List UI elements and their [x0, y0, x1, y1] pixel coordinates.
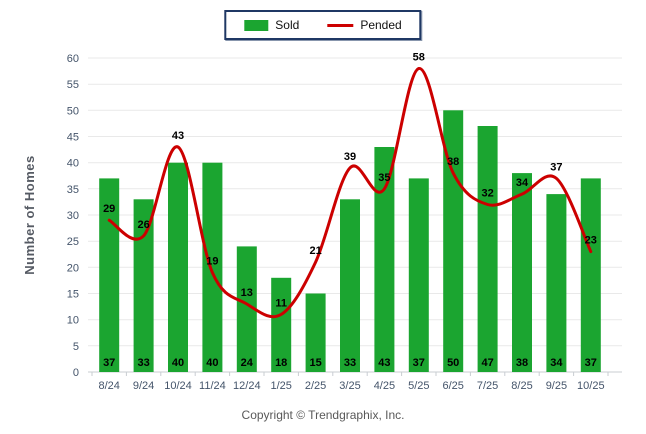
x-category-label: 1/25 [270, 380, 291, 392]
x-category-label: 10/24 [164, 380, 192, 392]
x-category-label: 3/25 [339, 380, 360, 392]
line-value-label: 43 [172, 130, 184, 142]
bar-value-label: 24 [241, 357, 254, 369]
y-tick-label: 10 [67, 315, 79, 327]
line-value-label: 38 [447, 156, 459, 168]
y-tick-label: 20 [67, 262, 79, 274]
y-tick-label: 60 [67, 53, 79, 65]
bar-11/24 [202, 162, 223, 372]
legend-label-pended: Pended [360, 18, 402, 32]
legend-item-sold: Sold [244, 18, 299, 32]
bar-value-label: 43 [378, 357, 390, 369]
y-tick-label: 40 [67, 158, 79, 170]
x-category-label: 11/24 [199, 380, 226, 392]
line-value-label: 39 [344, 151, 356, 163]
bar-value-label: 37 [103, 357, 115, 369]
x-category-label: 12/24 [233, 380, 261, 392]
y-tick-label: 15 [67, 289, 79, 301]
bar-value-label: 33 [344, 357, 356, 369]
bar-6/25 [443, 110, 464, 373]
bar-9/25 [546, 194, 567, 372]
bar-value-label: 50 [447, 357, 459, 369]
x-category-label: 7/25 [477, 380, 498, 392]
pended-swatch-icon [327, 23, 354, 27]
bar-8/24 [99, 178, 120, 372]
bar-1/25 [271, 277, 292, 372]
x-category-label: 8/25 [511, 380, 532, 392]
bar-9/24 [133, 199, 154, 372]
sold-swatch-icon [244, 19, 269, 31]
y-tick-label: 30 [67, 210, 79, 222]
bar-4/25 [374, 147, 395, 372]
line-value-label: 19 [206, 256, 218, 268]
pended-line [107, 67, 593, 319]
y-tick-label: 45 [67, 132, 79, 144]
line-value-label: 26 [137, 219, 149, 231]
bar-3/25 [340, 199, 360, 372]
bar-10/24 [168, 162, 188, 372]
bar-10/25 [580, 178, 601, 372]
line-value-label: 35 [378, 172, 390, 184]
line-value-label: 21 [309, 245, 321, 257]
y-tick-label: 55 [67, 79, 79, 91]
bar-5/25 [408, 178, 429, 372]
x-category-label: 9/25 [546, 380, 567, 392]
x-category-label: 2/25 [305, 380, 326, 392]
y-tick-label: 35 [67, 184, 79, 196]
line-value-label: 34 [516, 177, 529, 189]
bar-value-label: 15 [309, 357, 321, 369]
y-tick-label: 5 [73, 341, 79, 353]
y-tick-label: 50 [67, 105, 79, 117]
bar-value-label: 40 [172, 357, 184, 369]
bar-value-label: 38 [516, 357, 528, 369]
y-axis-title: Number of Homes [22, 155, 37, 274]
bar-value-label: 37 [413, 357, 425, 369]
bar-value-label: 18 [275, 357, 287, 369]
line-value-label: 23 [585, 235, 597, 247]
bar-value-label: 34 [550, 357, 563, 369]
y-tick-label: 25 [67, 236, 79, 248]
x-category-label: 4/25 [374, 380, 395, 392]
x-category-label: 6/25 [442, 380, 463, 392]
line-value-label: 11 [275, 297, 287, 309]
bar-value-label: 47 [481, 357, 493, 369]
line-value-label: 37 [550, 161, 562, 173]
x-category-label: 10/25 [577, 380, 605, 392]
bar-value-label: 40 [206, 357, 218, 369]
x-category-label: 5/25 [408, 380, 429, 392]
line-value-label: 58 [413, 52, 425, 64]
line-value-label: 29 [103, 203, 115, 215]
chart-legend: Sold Pended [224, 10, 422, 40]
x-category-label: 8/24 [98, 380, 119, 392]
x-category-label: 9/24 [133, 380, 154, 392]
bar-8/25 [512, 173, 532, 372]
y-tick-label: 0 [73, 367, 79, 379]
line-value-label: 32 [481, 188, 493, 200]
bar-value-label: 33 [137, 357, 149, 369]
bar-2/25 [305, 293, 326, 372]
bar-value-label: 37 [585, 357, 597, 369]
copyright-text: Copyright © Trendgraphix, Inc. [241, 408, 405, 422]
line-value-label: 13 [241, 287, 253, 299]
legend-label-sold: Sold [275, 18, 300, 32]
legend-item-pended: Pended [327, 18, 402, 32]
bar-12/24 [236, 246, 257, 372]
bar-7/25 [477, 126, 498, 372]
